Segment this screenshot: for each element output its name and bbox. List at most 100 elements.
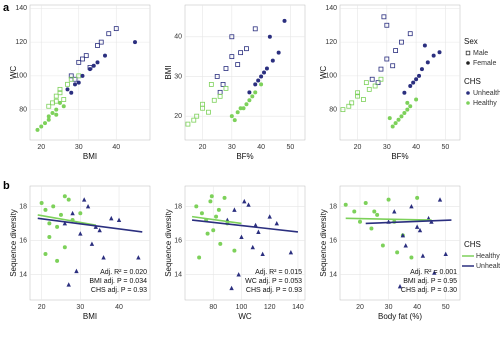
- y-tick-label: 120: [15, 39, 27, 46]
- x-tick-label: 50: [442, 304, 450, 311]
- legend-marker: [466, 61, 470, 65]
- point: [223, 66, 229, 71]
- point: [267, 34, 272, 39]
- point: [372, 209, 377, 214]
- point: [66, 282, 71, 287]
- point: [363, 201, 368, 206]
- point: [349, 100, 355, 106]
- y-tick-label: 16: [329, 237, 337, 244]
- point: [39, 201, 44, 206]
- point: [378, 66, 384, 72]
- x-tick-label: 50: [441, 144, 449, 151]
- point: [200, 101, 205, 107]
- point: [343, 202, 348, 207]
- point: [417, 227, 423, 233]
- point: [386, 197, 391, 202]
- point: [95, 43, 100, 48]
- point: [384, 22, 390, 28]
- point: [53, 98, 59, 104]
- point: [81, 197, 87, 202]
- annotation: Adj. R² = 0.001: [410, 269, 457, 276]
- point: [432, 270, 437, 275]
- point: [222, 195, 227, 200]
- y-tick-label: 18: [19, 203, 27, 210]
- point: [57, 86, 63, 92]
- point: [101, 255, 106, 260]
- y-tick-label: 40: [174, 34, 182, 41]
- y-axis-label: BMI: [164, 65, 173, 79]
- y-tick-label: 18: [329, 203, 337, 210]
- point: [65, 81, 70, 87]
- y-tick-label: 80: [329, 106, 337, 113]
- point: [437, 50, 442, 55]
- annotation: BMI adj. P = 0.95: [403, 278, 457, 285]
- point: [387, 116, 392, 121]
- point: [409, 204, 414, 209]
- point: [378, 76, 384, 82]
- x-tick-label: 30: [76, 304, 84, 311]
- fit-line: [37, 217, 143, 233]
- point: [113, 26, 119, 32]
- point: [68, 73, 74, 79]
- plot-area: [184, 185, 306, 301]
- point: [76, 59, 82, 65]
- y-tick-label: 14: [174, 271, 182, 278]
- point: [95, 60, 100, 65]
- point: [340, 107, 346, 113]
- fit-line: [37, 214, 96, 226]
- x-tick-label: 20: [37, 144, 45, 151]
- point: [267, 214, 272, 219]
- point: [414, 97, 419, 102]
- point: [402, 90, 407, 95]
- point: [407, 31, 413, 37]
- y-tick-label: 20: [174, 113, 182, 120]
- point: [116, 217, 122, 223]
- y-axis-label: WC: [9, 66, 18, 80]
- legend-marker: [465, 50, 471, 56]
- point: [264, 66, 269, 71]
- point: [66, 197, 71, 202]
- point: [55, 258, 60, 263]
- point: [431, 53, 436, 58]
- point: [250, 244, 255, 250]
- point: [274, 221, 279, 226]
- point: [61, 97, 67, 102]
- point: [229, 285, 234, 291]
- point: [209, 194, 214, 199]
- legend-label: Healthy: [473, 100, 497, 107]
- legend-title: Sex: [464, 37, 478, 46]
- point: [352, 209, 357, 214]
- x-tick-label: 40: [412, 144, 420, 151]
- annotation: WC adj. P = 0.053: [245, 278, 302, 285]
- panel-label: b: [3, 180, 10, 192]
- point: [232, 248, 237, 253]
- point: [242, 198, 247, 204]
- point: [83, 53, 89, 59]
- point: [403, 243, 408, 248]
- point: [425, 60, 430, 65]
- annotation: BMI adj. P = 0.034: [89, 278, 147, 285]
- point: [61, 104, 66, 109]
- point: [247, 90, 252, 95]
- point: [390, 124, 395, 129]
- y-tick-label: 80: [19, 106, 27, 113]
- legend-label: Female: [473, 60, 496, 67]
- point: [363, 80, 369, 86]
- y-tick-label: 14: [19, 271, 27, 278]
- point: [236, 272, 241, 277]
- y-axis-label: Sequence diversity: [9, 209, 18, 277]
- point: [229, 114, 234, 119]
- x-axis-label: BF%: [391, 152, 408, 161]
- point: [414, 224, 420, 229]
- point: [214, 214, 219, 219]
- point: [62, 245, 67, 250]
- point: [408, 104, 413, 109]
- point: [136, 255, 141, 260]
- point: [50, 111, 55, 115]
- point: [420, 253, 426, 258]
- point: [253, 90, 258, 95]
- x-tick-label: 100: [236, 304, 248, 311]
- point: [58, 100, 62, 105]
- point: [58, 212, 63, 217]
- point: [252, 26, 258, 32]
